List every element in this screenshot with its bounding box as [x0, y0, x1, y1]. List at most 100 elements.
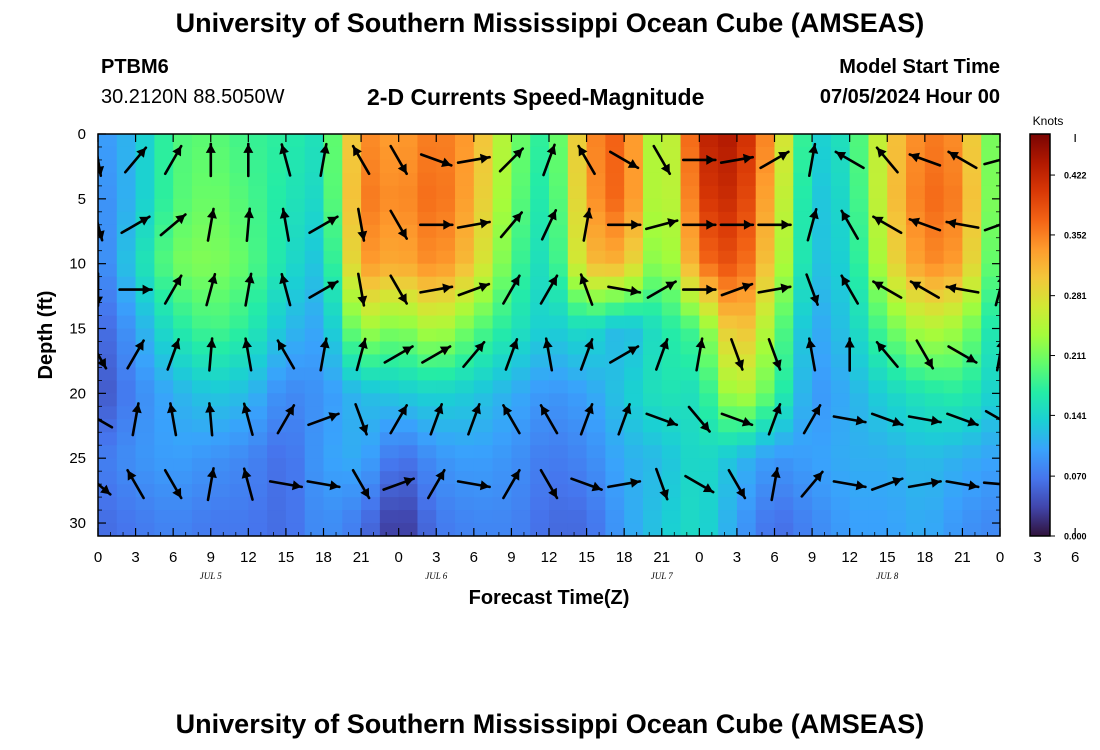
heatmap-cell — [718, 302, 738, 317]
heatmap-cell — [887, 263, 907, 278]
heatmap-cell — [642, 484, 663, 498]
current-vector — [579, 338, 594, 371]
heatmap-cell — [943, 134, 964, 148]
heatmap-cell — [361, 263, 381, 278]
heatmap-cell — [699, 263, 719, 278]
heatmap-cell — [887, 484, 907, 498]
current-vector — [757, 219, 792, 230]
heatmap-cell — [549, 302, 569, 317]
heatmap-cell — [586, 302, 606, 317]
heatmap-cell — [116, 315, 137, 330]
heatmap-cell — [304, 354, 325, 369]
heatmap-cell — [173, 471, 193, 485]
heatmap-cell — [793, 146, 813, 161]
heatmap-cell — [943, 523, 964, 536]
heatmap-cell — [379, 328, 400, 343]
heatmap-cell — [586, 237, 606, 252]
heatmap-cell — [549, 523, 569, 536]
heatmap-cell — [492, 302, 513, 317]
heatmap-cell — [624, 484, 644, 498]
heatmap-cell — [361, 523, 381, 536]
current-vector — [727, 468, 747, 500]
current-vector — [456, 218, 491, 229]
heatmap-cell — [774, 134, 794, 148]
heatmap-cell — [868, 159, 888, 174]
heatmap-cell — [699, 302, 719, 317]
heatmap-cell — [755, 315, 776, 330]
heatmap-cell — [887, 328, 907, 343]
heatmap-cell — [924, 211, 945, 226]
heatmap-cell — [586, 263, 606, 278]
heatmap-cell — [511, 354, 531, 369]
heatmap-cell — [154, 393, 174, 407]
heatmap-cell — [436, 263, 456, 278]
heatmap-cell — [323, 419, 343, 433]
heatmap-cell — [981, 302, 1000, 317]
current-vector — [645, 412, 679, 427]
heatmap-cell — [417, 380, 437, 394]
heatmap-cell — [135, 289, 155, 304]
current-vector — [418, 219, 454, 230]
heatmap-cell — [830, 510, 851, 524]
heatmap-cell — [906, 471, 926, 485]
heatmap-cell — [530, 419, 550, 433]
station-id: PTBM6 — [101, 56, 169, 78]
heatmap-cell — [812, 237, 832, 252]
heatmap-cell — [887, 354, 907, 369]
heatmap-cell — [361, 497, 381, 511]
heatmap-cell — [736, 380, 757, 394]
heatmap-cell — [492, 484, 513, 498]
current-vector — [244, 207, 254, 242]
heatmap-cell — [549, 445, 569, 459]
heatmap-cell — [98, 393, 118, 407]
heatmap-cell — [511, 380, 531, 394]
heatmap-cell — [361, 134, 381, 148]
heatmap-cell — [642, 172, 663, 187]
heatmap-cell — [736, 510, 757, 524]
heatmap-cell — [285, 263, 306, 278]
current-vector — [606, 219, 642, 230]
x-tick-label: 15 — [879, 549, 896, 566]
heatmap-cell — [586, 224, 606, 239]
heatmap-cell — [605, 263, 625, 278]
x-tick-label: 9 — [207, 549, 215, 566]
heatmap-cell — [736, 471, 757, 485]
x-tick-label: 9 — [808, 549, 816, 566]
heatmap-cell — [605, 134, 625, 148]
heatmap-cell — [116, 341, 137, 356]
heatmap-cell — [774, 185, 794, 200]
heatmap-cell — [943, 198, 964, 213]
heatmap-cell — [361, 354, 381, 369]
heatmap-cell — [98, 289, 118, 304]
heatmap-cell — [98, 445, 118, 459]
heatmap-cell — [793, 134, 813, 148]
heatmap-cell — [436, 419, 456, 433]
current-vector — [875, 340, 899, 369]
heatmap-cell — [699, 419, 719, 433]
current-vector — [163, 274, 183, 305]
heatmap-cell — [549, 458, 569, 472]
heatmap-cell — [417, 250, 437, 265]
heatmap-cell — [492, 289, 513, 304]
heatmap-cell — [887, 172, 907, 187]
heatmap-cell — [906, 328, 926, 343]
heatmap-cell — [455, 523, 475, 536]
heatmap-cell — [962, 380, 982, 394]
day-label: JUL 8 — [876, 571, 899, 581]
heatmap-cell — [774, 289, 794, 304]
heatmap-cell — [417, 510, 437, 524]
heatmap-cell — [906, 354, 926, 369]
heatmap-cell — [511, 263, 531, 278]
heatmap-cell — [511, 134, 531, 148]
chart-title: University of Southern Mississippi Ocean… — [175, 8, 925, 38]
heatmap-cell — [361, 250, 381, 265]
heatmap-cell — [173, 224, 193, 239]
x-tick-label: 6 — [770, 549, 778, 566]
heatmap-cell — [530, 510, 550, 524]
heatmap-cell — [285, 419, 306, 433]
heatmap-cell — [718, 458, 738, 472]
heatmap-cell — [793, 354, 813, 369]
heatmap-cell — [924, 185, 945, 200]
heatmap-cell — [887, 367, 907, 381]
heatmap-cell — [342, 341, 362, 356]
